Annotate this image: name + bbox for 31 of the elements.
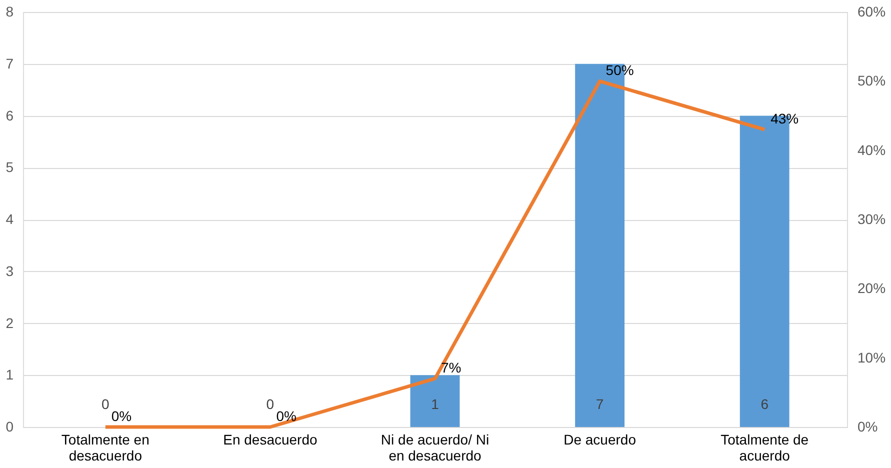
y-tick-label: 3: [6, 262, 14, 279]
y-tick-label: 2: [6, 314, 14, 331]
y2-tick-label: 50%: [858, 72, 886, 89]
data-label: 0%: [111, 408, 132, 424]
x-tick-label: Totalmente de acuerdo: [720, 432, 809, 464]
y-tick-label: 0: [6, 418, 14, 434]
data-label: 0: [266, 396, 274, 412]
x-tick-label: De acuerdo: [564, 432, 636, 448]
y-tick-label: 5: [6, 159, 14, 176]
y-tick-label: 8: [6, 4, 14, 20]
data-label: 7: [596, 396, 604, 412]
y2-tick-label: 30%: [858, 211, 886, 227]
y-tick-label: 7: [6, 55, 14, 72]
y2-tick-label: 20%: [858, 280, 886, 296]
data-label: 6: [760, 396, 769, 412]
data-label: 0: [102, 396, 110, 412]
data-label: 1: [431, 396, 440, 412]
y2-tick-label: 60%: [858, 4, 886, 20]
data-label: 0%: [276, 408, 296, 424]
y-tick-label: 1: [6, 366, 14, 383]
x-tick-label: Totalmente en desacuerdo: [61, 432, 150, 464]
bar: [410, 375, 460, 427]
y-tick-label: 6: [6, 107, 14, 124]
y-tick-label: 4: [6, 211, 14, 227]
line-series: [104, 79, 766, 429]
y2-tick-label: 10%: [858, 349, 886, 366]
x-tick-label: Ni de acuerdo/ Ni en desacuerdo: [380, 432, 490, 464]
y2-tick-label: 40%: [858, 142, 886, 158]
x-tick-label: En desacuerdo: [223, 432, 318, 448]
y2-tick-label: 0%: [858, 418, 878, 434]
data-label: 7%: [441, 360, 462, 376]
